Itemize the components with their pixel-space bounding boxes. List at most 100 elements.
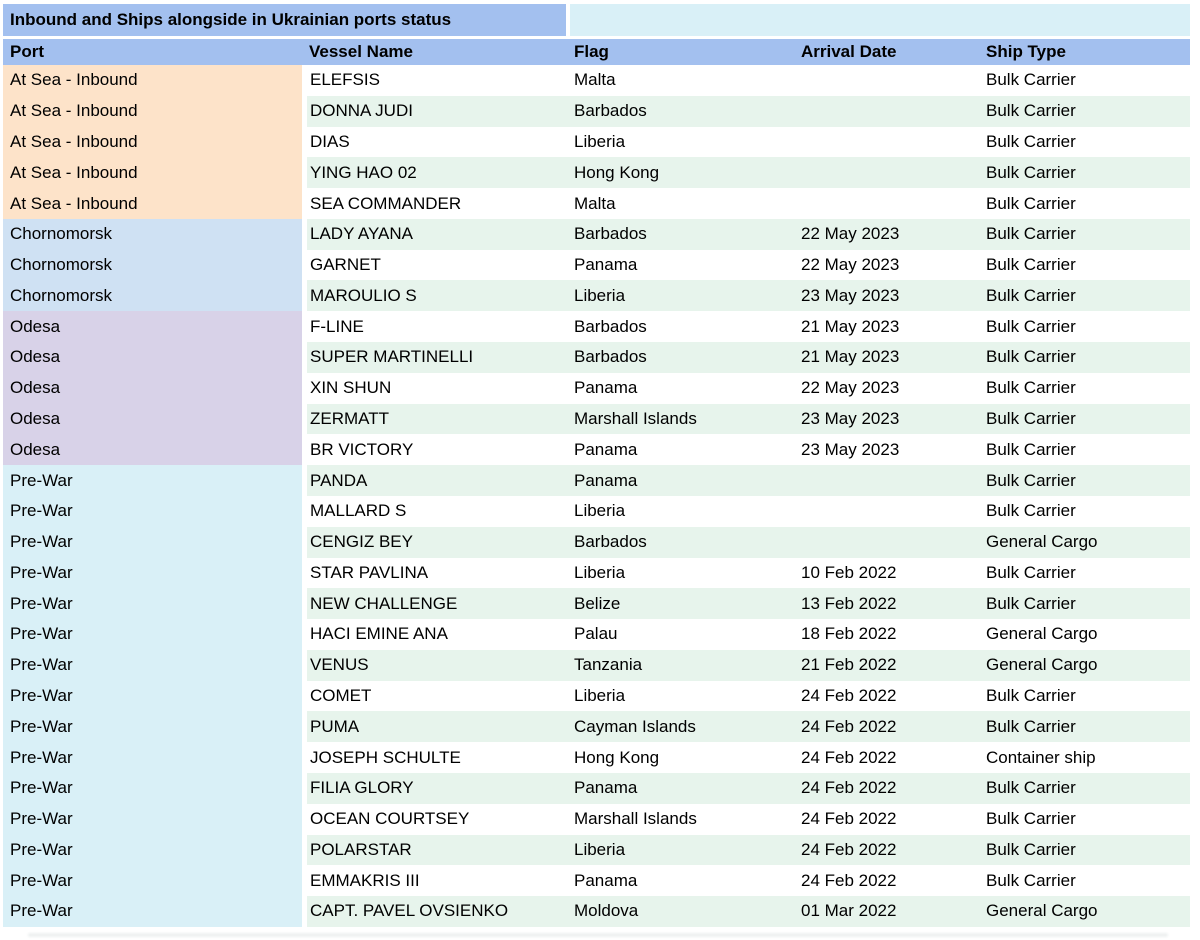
ship-type-cell: Bulk Carrier — [986, 162, 1076, 182]
table-row: Chornomorsk GARNET Panama 22 May 2023 Bu… — [3, 249, 1190, 281]
vessel-name-cell: LADY AYANA — [310, 224, 413, 244]
arrival-date-cell: 22 May 2023 — [801, 224, 900, 244]
ship-type-cell: General Cargo — [986, 532, 1098, 552]
table-row: Pre-War POLARSTAR Liberia 24 Feb 2022 Bu… — [3, 834, 1190, 866]
row-band: POLARSTAR Liberia 24 Feb 2022 Bulk Carri… — [307, 834, 1190, 866]
column-divider — [302, 342, 307, 373]
row-band: DIAS Liberia Bulk Carrier — [307, 126, 1190, 158]
row-band: JOSEPH SCHULTE Hong Kong 24 Feb 2022 Con… — [307, 742, 1190, 773]
port-cell: Chornomorsk — [3, 218, 302, 250]
column-divider — [302, 465, 307, 496]
column-divider — [302, 896, 307, 927]
vessel-name-cell: JOSEPH SCHULTE — [310, 747, 461, 767]
table-row: At Sea - Inbound DIAS Liberia Bulk Carri… — [3, 126, 1190, 158]
arrival-date-cell: 24 Feb 2022 — [801, 778, 897, 798]
port-cell: Odesa — [3, 403, 302, 435]
table-row: Pre-War EMMAKRIS III Panama 24 Feb 2022 … — [3, 865, 1190, 897]
column-divider — [302, 280, 307, 312]
port-cell: Pre-War — [3, 465, 302, 496]
port-cell: Chornomorsk — [3, 280, 302, 312]
port-cell: Pre-War — [3, 803, 302, 835]
vessel-name-cell: STAR PAVLINA — [310, 562, 429, 582]
table-row: Pre-War JOSEPH SCHULTE Hong Kong 24 Feb … — [3, 742, 1190, 773]
table-row: Pre-War OCEAN COURTSEY Marshall Islands … — [3, 803, 1190, 835]
flag-cell: Panama — [574, 470, 638, 490]
row-band: COMET Liberia 24 Feb 2022 Bulk Carrier — [307, 680, 1190, 712]
column-divider — [302, 557, 307, 589]
column-divider — [302, 834, 307, 866]
arrival-date-cell: 23 May 2023 — [801, 285, 900, 305]
vessel-name-cell: SUPER MARTINELLI — [310, 347, 474, 367]
vessel-name-cell: POLARSTAR — [310, 839, 412, 859]
table-row: Odesa BR VICTORY Panama 23 May 2023 Bulk… — [3, 434, 1190, 466]
ship-type-cell: Bulk Carrier — [986, 408, 1076, 428]
table-row: At Sea - Inbound ELEFSIS Malta Bulk Carr… — [3, 65, 1190, 96]
row-band: DONNA JUDI Barbados Bulk Carrier — [307, 95, 1190, 127]
flag-cell: Panama — [574, 778, 638, 798]
flag-cell: Hong Kong — [574, 747, 660, 767]
table-row: At Sea - Inbound YING HAO 02 Hong Kong B… — [3, 157, 1190, 189]
vessel-name-cell: DONNA JUDI — [310, 101, 413, 121]
ship-type-cell: Bulk Carrier — [986, 316, 1076, 336]
table-row: Pre-War COMET Liberia 24 Feb 2022 Bulk C… — [3, 680, 1190, 712]
flag-cell: Panama — [574, 378, 638, 398]
table-row: Odesa ZERMATT Marshall Islands 23 May 20… — [3, 403, 1190, 435]
ship-type-cell: Bulk Carrier — [986, 378, 1076, 398]
vessel-name-cell: ZERMATT — [310, 408, 390, 428]
table-row: Pre-War VENUS Tanzania 21 Feb 2022 Gener… — [3, 649, 1190, 681]
ship-type-cell: Bulk Carrier — [986, 778, 1076, 798]
port-cell: Pre-War — [3, 742, 302, 773]
arrival-date-cell: 23 May 2023 — [801, 408, 900, 428]
port-cell: Odesa — [3, 372, 302, 404]
table-row: Pre-War MALLARD S Liberia Bulk Carrier — [3, 495, 1190, 527]
vessel-name-cell: CAPT. PAVEL OVSIENKO — [310, 901, 509, 921]
row-band: F-LINE Barbados 21 May 2023 Bulk Carrier — [307, 311, 1190, 343]
flag-cell: Liberia — [574, 839, 626, 859]
flag-cell: Palau — [574, 624, 618, 644]
row-band: SUPER MARTINELLI Barbados 21 May 2023 Bu… — [307, 342, 1190, 373]
flag-cell: Panama — [574, 255, 638, 275]
flag-cell: Malta — [574, 193, 616, 213]
row-band: MALLARD S Liberia Bulk Carrier — [307, 495, 1190, 527]
arrival-date-cell: 24 Feb 2022 — [801, 686, 897, 706]
row-band: VENUS Tanzania 21 Feb 2022 General Cargo — [307, 649, 1190, 681]
ship-type-cell: Bulk Carrier — [986, 839, 1076, 859]
row-band: FILIA GLORY Panama 24 Feb 2022 Bulk Carr… — [307, 772, 1190, 804]
vessel-name-cell: DIAS — [310, 131, 350, 151]
arrival-date-cell: 13 Feb 2022 — [801, 593, 897, 613]
row-band: LADY AYANA Barbados 22 May 2023 Bulk Car… — [307, 218, 1190, 250]
row-band: PANDA Panama Bulk Carrier — [307, 465, 1190, 496]
row-band: STAR PAVLINA Liberia 10 Feb 2022 Bulk Ca… — [307, 557, 1190, 589]
row-band: XIN SHUN Panama 22 May 2023 Bulk Carrier — [307, 372, 1190, 404]
ship-type-cell: Bulk Carrier — [986, 501, 1076, 521]
arrival-date-cell: 24 Feb 2022 — [801, 809, 897, 829]
port-cell: Pre-War — [3, 711, 302, 743]
flag-cell: Malta — [574, 70, 616, 90]
ports-status-table: Inbound and Ships alongside in Ukrainian… — [3, 4, 1190, 927]
table-row: Pre-War PANDA Panama Bulk Carrier — [3, 465, 1190, 496]
flag-cell: Panama — [574, 870, 638, 890]
vessel-name-cell: NEW CHALLENGE — [310, 593, 458, 613]
column-header-vessel-name: Vessel Name — [309, 42, 413, 61]
flag-cell: Belize — [574, 593, 621, 613]
column-divider — [302, 680, 307, 712]
flag-cell: Barbados — [574, 347, 647, 367]
table-row: Pre-War CENGIZ BEY Barbados General Carg… — [3, 526, 1190, 558]
port-cell: Pre-War — [3, 557, 302, 589]
table-row: Pre-War STAR PAVLINA Liberia 10 Feb 2022… — [3, 557, 1190, 589]
ship-type-cell: Bulk Carrier — [986, 347, 1076, 367]
table-row: Pre-War PUMA Cayman Islands 24 Feb 2022 … — [3, 711, 1190, 743]
ship-type-cell: Bulk Carrier — [986, 562, 1076, 582]
arrival-date-cell: 24 Feb 2022 — [801, 839, 897, 859]
screenshot-edge-shadow — [28, 933, 1168, 937]
port-cell: At Sea - Inbound — [3, 188, 302, 219]
port-cell: At Sea - Inbound — [3, 65, 302, 96]
arrival-date-cell: 18 Feb 2022 — [801, 624, 897, 644]
arrival-date-cell — [800, 188, 985, 219]
port-cell: Pre-War — [3, 865, 302, 897]
column-header-arrival-date: Arrival Date — [801, 42, 897, 61]
ship-type-cell: Bulk Carrier — [986, 101, 1076, 121]
column-divider — [302, 95, 307, 127]
row-band: EMMAKRIS III Panama 24 Feb 2022 Bulk Car… — [307, 865, 1190, 897]
flag-cell: Liberia — [574, 686, 626, 706]
